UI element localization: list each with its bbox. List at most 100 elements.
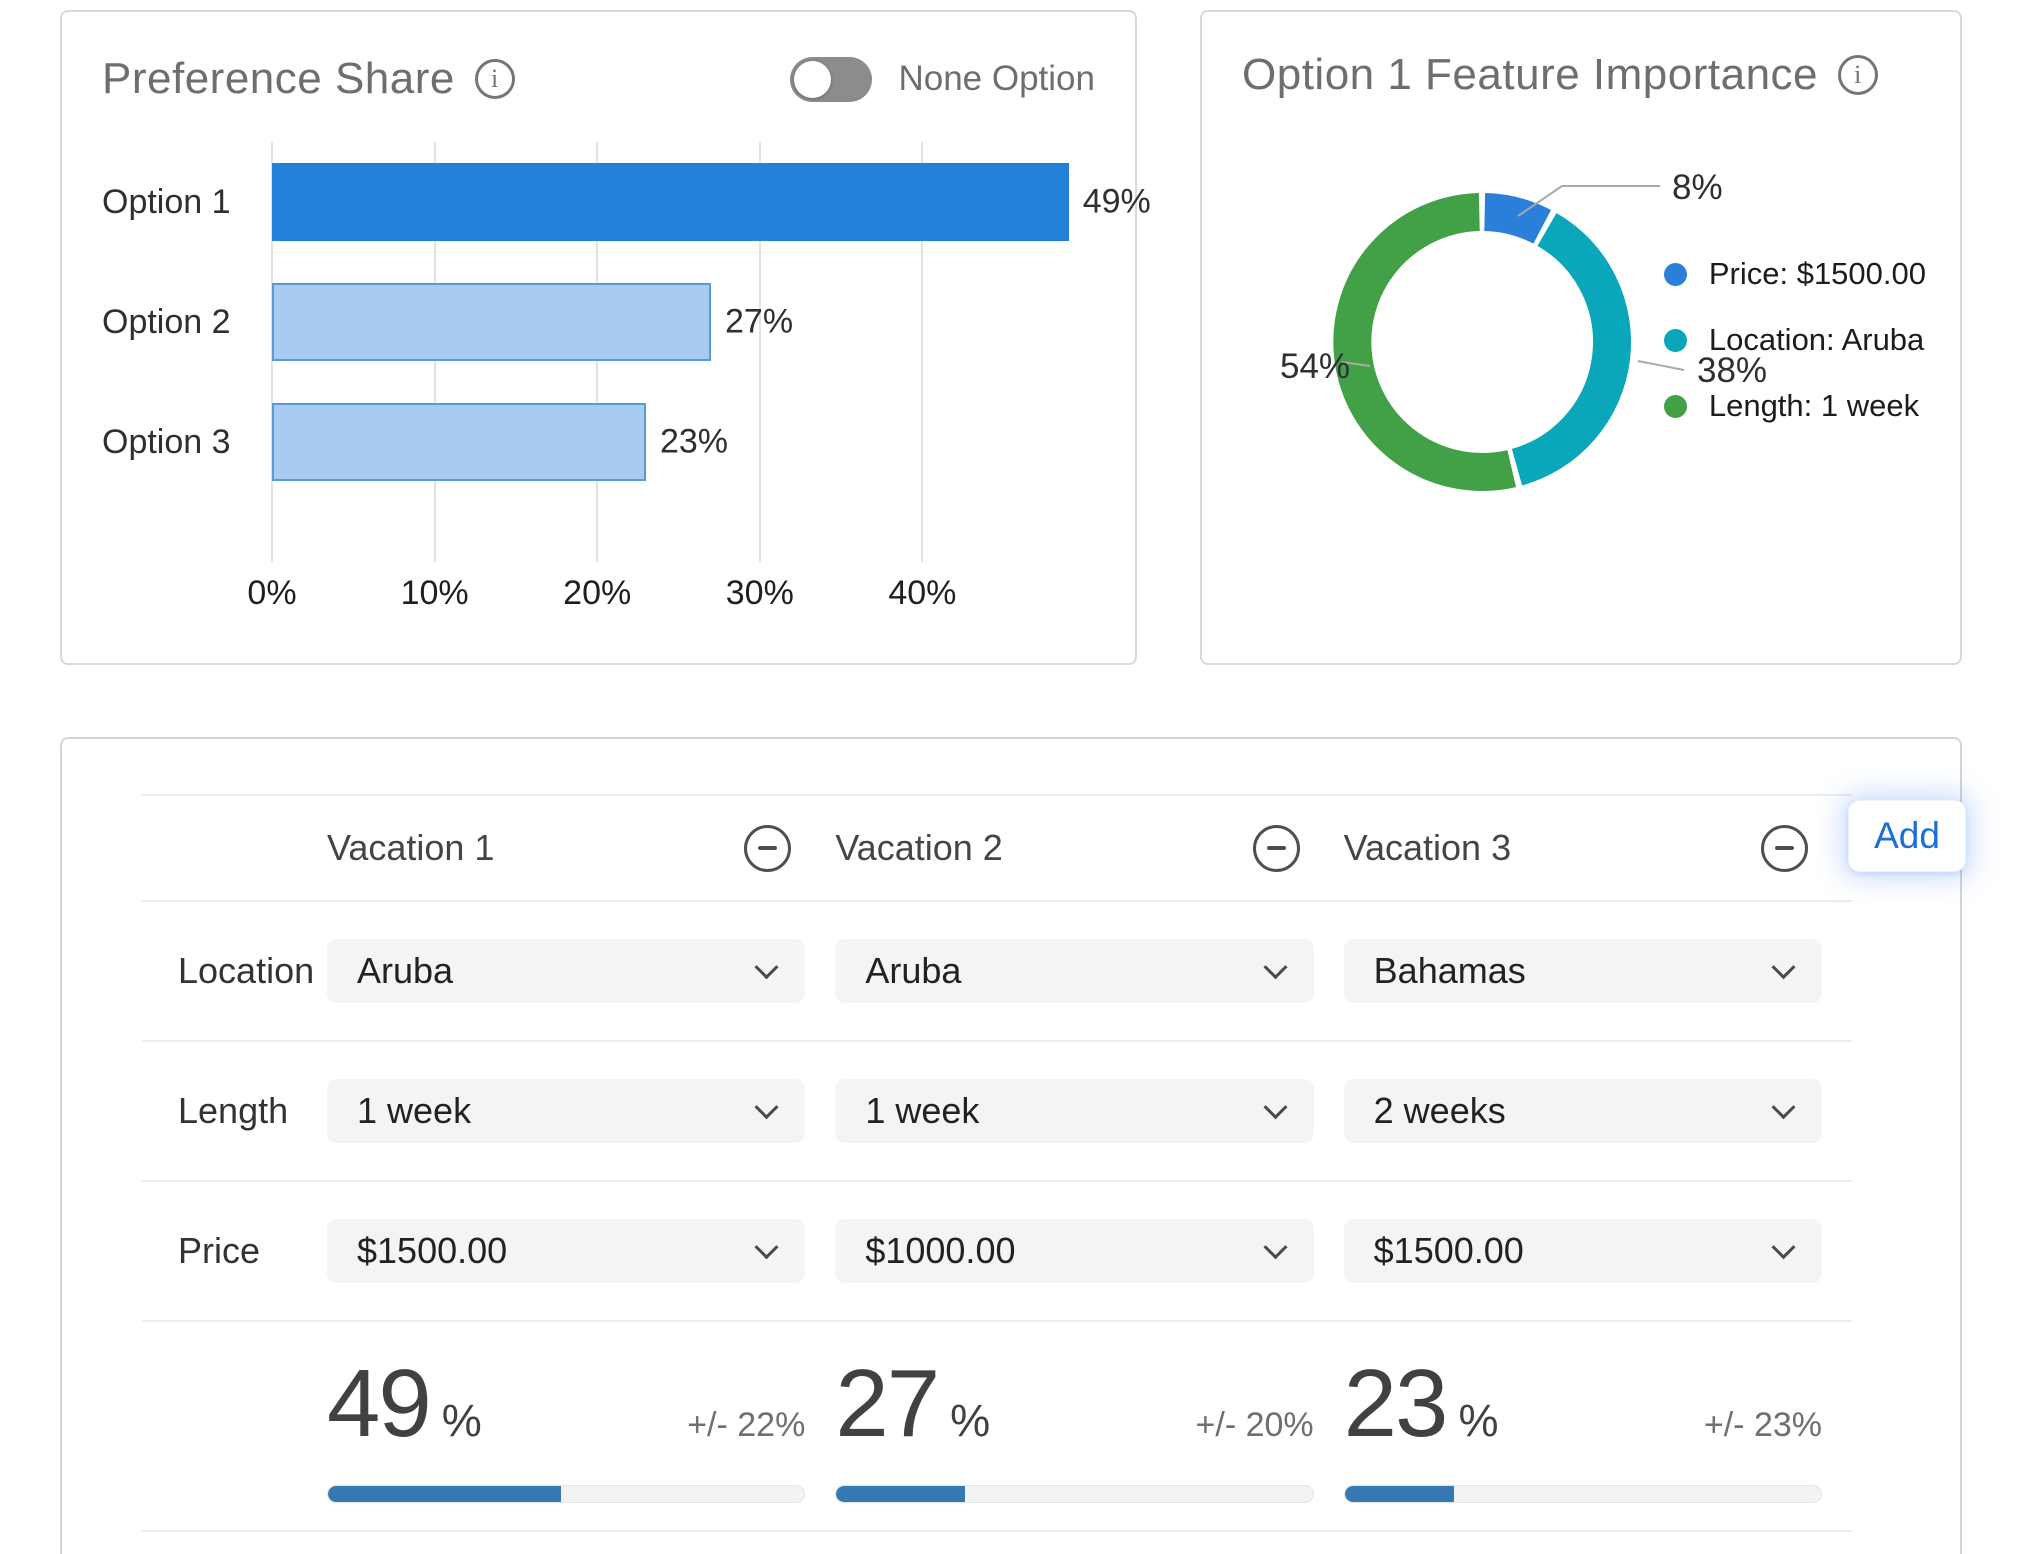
select-value: 1 week [357, 1090, 472, 1131]
length-select-vacation-1[interactable]: 1 week [327, 1079, 806, 1143]
x-axis: 0% 10% 20% 30% 40% [247, 574, 1085, 618]
share-progress-track [1343, 1485, 1822, 1503]
legend-label: Length: 1 week [1708, 388, 1920, 423]
bar-option-2 [272, 283, 712, 361]
header-spacer [142, 796, 327, 900]
chevron-down-icon [754, 954, 779, 979]
margin-of-error: +/- 23% [1703, 1406, 1822, 1444]
location-cell-2: Aruba [835, 939, 1343, 1003]
preference-share-card: Preference Share i None Option Option 1 [60, 10, 1151, 665]
donut-pct-length: 54% [1280, 347, 1350, 386]
simulator-table-header: Vacation 1 Vacation 2 Vacation 3 Add [142, 794, 1966, 900]
price-cell-2: $1000.00 [835, 1219, 1343, 1283]
column-title: Vacation 1 [327, 827, 495, 868]
bar-option-1 [272, 163, 1069, 241]
none-option-toggle[interactable] [790, 56, 873, 102]
remove-vacation-3-button[interactable] [1761, 824, 1808, 872]
legend-item-location: Location: Aruba [1663, 322, 1926, 358]
donut-slice [1333, 193, 1516, 491]
feature-importance-title-text: Option 1 Feature Importance [1242, 50, 1819, 99]
location-cell-1: Aruba [327, 939, 835, 1003]
chevron-down-icon [1263, 1234, 1288, 1259]
margin-of-error: +/- 22% [687, 1406, 806, 1444]
info-icon[interactable]: i [474, 59, 515, 99]
column-header-vacation-3: Vacation 3 [1344, 796, 1852, 900]
preference-share-bar-chart: Option 1 49% Option 2 27% [102, 142, 1151, 618]
length-select-vacation-3[interactable]: 2 weeks [1343, 1079, 1822, 1143]
share-progress-fill [836, 1486, 965, 1502]
length-select-vacation-2[interactable]: 1 week [835, 1079, 1314, 1143]
share-result-vacation-1: 49 % +/- 22% [327, 1349, 835, 1503]
bar-row-option-2: Option 2 27% [102, 262, 1095, 382]
minus-icon [758, 846, 778, 850]
price-select-vacation-1[interactable]: $1500.00 [327, 1219, 806, 1283]
length-cell-2: 1 week [835, 1079, 1343, 1143]
percent-sign: % [1458, 1395, 1499, 1446]
preference-share-header: Preference Share i None Option [102, 54, 1095, 104]
legend-item-length: Length: 1 week [1663, 388, 1926, 424]
share-result-vacation-2: 27 % +/- 20% [835, 1349, 1343, 1503]
info-icon[interactable]: i [1838, 55, 1879, 95]
share-value: 27 [835, 1350, 940, 1457]
share-value: 23 [1343, 1350, 1449, 1457]
bar-area: 23% [272, 403, 1085, 481]
donut-svg: 8% 38% 54% [1280, 168, 1767, 491]
bar-label: Option 1 [102, 182, 231, 221]
chevron-down-icon [1263, 954, 1288, 979]
bar-area: 27% [272, 283, 1085, 361]
leader-line-length [1341, 361, 1371, 367]
share-result-vacation-3: 23 % +/- 23% [1343, 1349, 1852, 1503]
chevron-down-icon [754, 1234, 779, 1259]
legend-label: Location: Aruba [1708, 322, 1925, 357]
percent-sign: % [950, 1395, 991, 1446]
length-cell-3: 2 weeks [1343, 1079, 1852, 1143]
select-value: Aruba [865, 950, 962, 991]
leader-line-location [1637, 360, 1685, 371]
minus-icon [1266, 846, 1286, 850]
donut-slice [1483, 193, 1552, 244]
select-value: Bahamas [1373, 950, 1526, 991]
select-value: 1 week [865, 1090, 980, 1131]
simulator-card: Vacation 1 Vacation 2 Vacation 3 Add Loc… [60, 737, 1966, 1554]
remove-vacation-1-button[interactable] [744, 824, 792, 872]
select-value: $1500.00 [357, 1230, 508, 1271]
legend-dot-price [1663, 262, 1687, 286]
remove-vacation-2-button[interactable] [1252, 824, 1300, 872]
location-row: Location Aruba Aruba Bahamas [142, 900, 1852, 1040]
bar-area: 49% [272, 163, 1151, 241]
price-select-vacation-3[interactable]: $1500.00 [1343, 1219, 1822, 1283]
column-header-vacation-2: Vacation 2 [835, 796, 1343, 900]
price-cell-3: $1500.00 [1343, 1219, 1852, 1283]
simulator-table: Vacation 1 Vacation 2 Vacation 3 Add Loc… [142, 794, 1966, 1532]
location-select-vacation-1[interactable]: Aruba [327, 939, 806, 1003]
add-option-button[interactable]: Add [1848, 800, 1966, 872]
share-progress-track [835, 1485, 1314, 1503]
leader-line-price [1517, 185, 1660, 217]
price-cell-1: $1500.00 [327, 1219, 835, 1283]
none-option-control: None Option [790, 56, 1095, 102]
location-select-vacation-2[interactable]: Aruba [835, 939, 1314, 1003]
select-value: Aruba [357, 950, 454, 991]
bar-rows: Option 1 49% Option 2 27% [102, 142, 1151, 502]
length-row: Length 1 week 1 week 2 weeks [142, 1040, 1852, 1180]
minus-icon [1775, 846, 1794, 850]
x-axis-tick: 20% [563, 574, 632, 612]
share-progress-fill [1344, 1486, 1455, 1502]
bar-row-option-1: Option 1 49% [102, 142, 1151, 262]
preference-share-title: Preference Share i [102, 54, 515, 104]
legend-dot-length [1663, 394, 1687, 418]
price-row: Price $1500.00 $1000.00 $1500.00 [142, 1180, 1852, 1320]
share-progress-track [327, 1485, 806, 1503]
bar-value-label: 27% [725, 302, 794, 341]
location-select-vacation-3[interactable]: Bahamas [1343, 939, 1822, 1003]
price-select-vacation-2[interactable]: $1000.00 [835, 1219, 1314, 1283]
chevron-down-icon [1771, 1094, 1796, 1119]
location-cell-3: Bahamas [1343, 939, 1852, 1003]
column-header-vacation-1: Vacation 1 [327, 796, 835, 900]
select-value: $1000.00 [865, 1230, 1016, 1271]
bar-option-3 [272, 403, 646, 481]
none-option-label: None Option [898, 59, 1095, 98]
margin-of-error: +/- 20% [1195, 1406, 1314, 1444]
row-label-location: Location [178, 950, 315, 991]
